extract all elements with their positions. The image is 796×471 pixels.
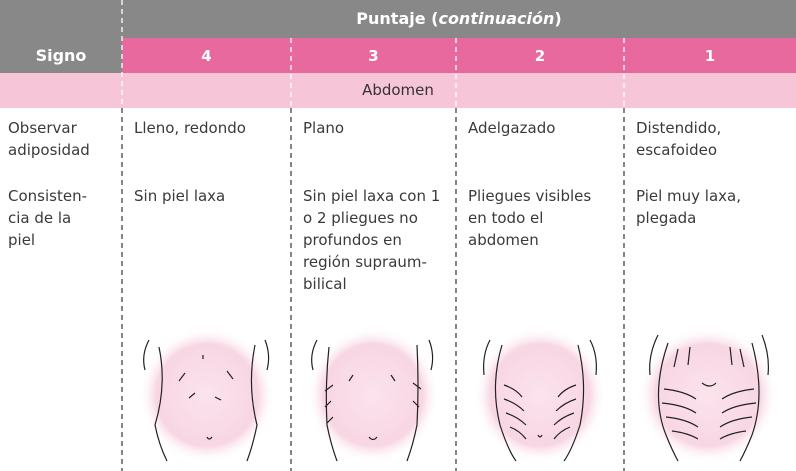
cell-text: Adelgazado [468, 119, 556, 137]
cell-text: Pliegues visibles en todo el abdomen [468, 187, 592, 249]
title-italic: continuación [438, 9, 555, 28]
title-suffix: ) [554, 9, 562, 28]
column-dividers [121, 0, 625, 471]
cell-text: Lleno, redondo [134, 119, 246, 137]
cell-text: Sin piel laxa [134, 187, 226, 205]
cell-text: Piel muy laxa, plegada [636, 187, 742, 227]
table-title: Puntaje (continuación) [122, 0, 796, 38]
column-header: 1 [704, 46, 716, 65]
column-header: 2 [534, 46, 546, 65]
score-band [122, 38, 796, 73]
abdomen-thin [474, 327, 606, 463]
row-label: Observar adiposidad [8, 119, 90, 159]
abdomen-full [139, 327, 275, 463]
abdomen-flat [307, 327, 439, 463]
cell-text: Plano [303, 119, 345, 137]
cell-text: Distendido, escafoideo [636, 119, 722, 159]
column-header: 4 [201, 46, 212, 65]
cell-text: Sin piel laxa con 1 o 2 pliegues no prof… [303, 187, 441, 293]
abdomen-illustrations [139, 327, 778, 463]
row-label: Consisten­cia de la piel [8, 187, 87, 249]
section-band [0, 73, 796, 108]
column-header: Signo [35, 45, 87, 65]
abdomen-distended [638, 327, 778, 463]
column-header: 3 [368, 46, 379, 65]
title-prefix: Puntaje ( [356, 9, 439, 28]
section-title: Abdomen [362, 81, 434, 99]
